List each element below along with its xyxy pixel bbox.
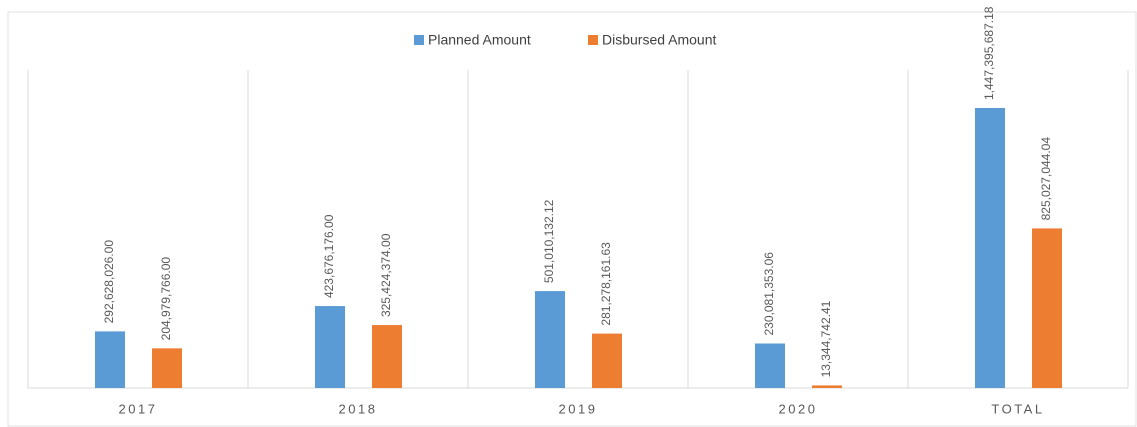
legend-swatch (588, 35, 598, 45)
data-label: 501,010,132.12 (542, 199, 556, 283)
x-tick-label: 2020 (779, 401, 818, 416)
x-tick-label: TOTAL (991, 401, 1044, 416)
data-label: 281,278,161.63 (599, 242, 613, 326)
data-label: 825,027,044.04 (1039, 137, 1053, 221)
bar (152, 348, 182, 388)
x-tick-label: 2019 (559, 401, 598, 416)
bar (315, 306, 345, 388)
x-tick-label: 2018 (339, 401, 378, 416)
data-label: 325,424,374.00 (379, 233, 393, 317)
data-label: 13,344,742.41 (819, 300, 833, 377)
chart-frame (7, 11, 1137, 427)
data-label: 292,628,026.00 (102, 240, 116, 324)
data-label: 230,081,353.06 (762, 252, 776, 336)
bar (812, 385, 842, 388)
data-label: 1,447,395,687.18 (982, 6, 996, 100)
bar (755, 343, 785, 388)
bar (95, 331, 125, 388)
data-label: 204,979,766.00 (159, 257, 173, 341)
bar (975, 108, 1005, 388)
data-label: 423,676,176.00 (322, 214, 336, 298)
bar (535, 291, 565, 388)
x-tick-label: 2017 (119, 401, 158, 416)
bar (592, 333, 622, 388)
legend-label: Disbursed Amount (602, 32, 717, 48)
bar (372, 325, 402, 388)
legend-swatch (414, 35, 424, 45)
bar (1032, 228, 1062, 388)
legend-label: Planned Amount (428, 32, 531, 48)
